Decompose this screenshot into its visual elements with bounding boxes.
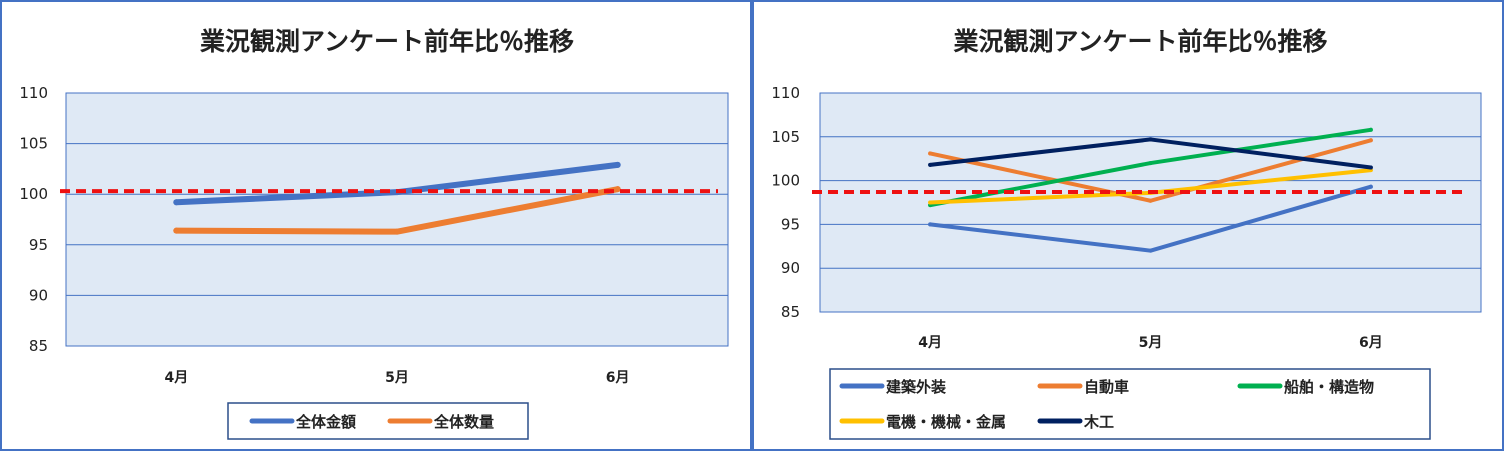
data-point	[1368, 127, 1373, 132]
data-point	[394, 228, 400, 235]
plot-area	[65, 92, 729, 347]
data-point	[614, 186, 621, 193]
legend-label: 自動車	[1084, 378, 1129, 396]
chart-right: 業況観測アンケート前年比％推移 85 90 95 100 105 110 4月 5月 6月建築外装…	[771, 27, 1482, 440]
data-point	[173, 227, 180, 234]
y-tick-label: 90	[781, 259, 800, 277]
data-point	[1148, 248, 1153, 253]
x-tick-label: 6月	[606, 370, 630, 386]
data-point	[1148, 137, 1153, 142]
y-tick-label: 95	[29, 236, 48, 254]
y-tick-label: 105	[771, 128, 800, 146]
x-tick-label: 5月	[385, 370, 409, 386]
x-tick-label: 4月	[918, 335, 942, 351]
chart-title: 業況観測アンケート前年比％推移	[953, 27, 1327, 56]
data-point	[1368, 165, 1373, 170]
y-tick-label: 95	[781, 215, 800, 233]
y-tick-label: 100	[19, 185, 48, 203]
data-point	[614, 161, 621, 168]
data-point	[1368, 138, 1373, 143]
data-point	[928, 200, 933, 205]
x-tick-label: 6月	[1359, 335, 1383, 351]
legend-box	[829, 368, 1431, 440]
data-point	[1148, 161, 1153, 166]
chart-panel-left: 業況観測アンケート前年比％推移 85 90 95 100 105 110 4月 5月 6月全体金額…	[0, 0, 752, 451]
chart-left: 業況観測アンケート前年比％推移 85 90 95 100 105 110 4月 5月 6月全体金額…	[19, 27, 729, 440]
x-tick-label: 5月	[1139, 335, 1163, 351]
legend-label: 電機・機械・金属	[886, 413, 1006, 431]
data-point	[1148, 198, 1153, 203]
legend-label: 船舶・構造物	[1284, 378, 1374, 396]
chart-title: 業況観測アンケート前年比％推移	[200, 27, 574, 56]
legend-label: 全体金額	[295, 413, 356, 431]
y-tick-label: 105	[19, 135, 48, 153]
chart-panel-right: 業況観測アンケート前年比％推移 85 90 95 100 105 110 4月 5月 6月建築外装…	[752, 0, 1504, 451]
y-tick-label: 100	[771, 172, 800, 190]
y-tick-label: 85	[781, 303, 800, 321]
data-point	[928, 222, 933, 227]
legend-label: 全体数量	[433, 413, 494, 431]
y-tick-label: 90	[29, 286, 48, 304]
legend-label: 木工	[1083, 413, 1114, 431]
y-tick-label: 110	[771, 84, 800, 102]
y-tick-label: 110	[19, 84, 48, 102]
legend-box	[227, 402, 529, 440]
y-tick-label: 85	[29, 337, 48, 355]
legend-label: 建築外装	[886, 378, 947, 396]
x-tick-label: 4月	[164, 370, 188, 386]
data-point	[928, 162, 933, 167]
data-point	[928, 151, 933, 156]
data-point	[1368, 184, 1373, 189]
data-point	[173, 199, 180, 206]
